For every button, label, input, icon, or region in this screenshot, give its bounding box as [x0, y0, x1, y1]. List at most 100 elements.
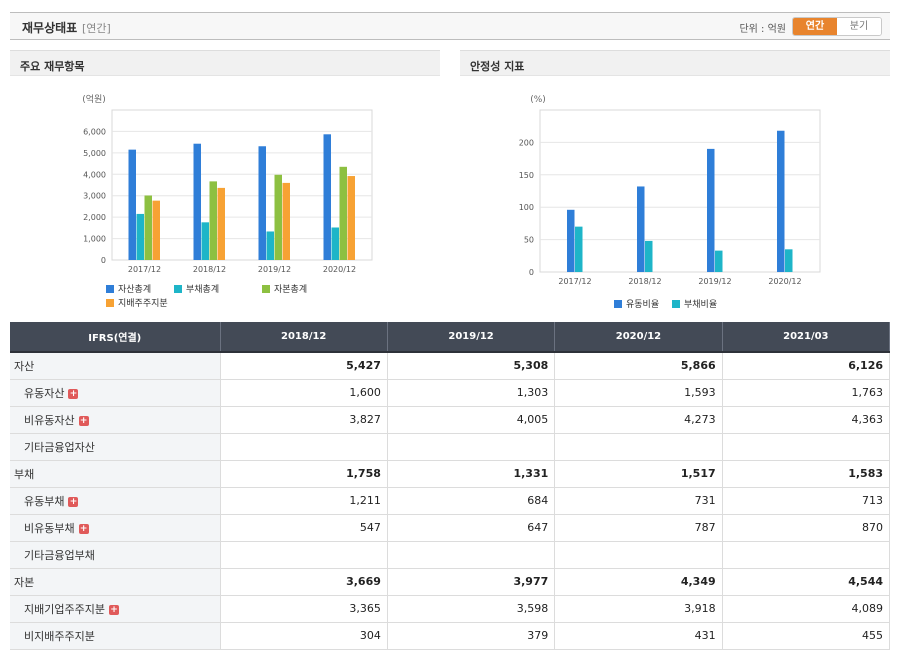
table-cell: 547	[220, 514, 388, 542]
legend-swatch	[614, 300, 622, 308]
key-items-chart: (억원) 0 1,000 2,000 3,000 4,000 5,000 6,000 2017/…	[82, 93, 373, 309]
table-cell: 5,427	[220, 352, 388, 380]
table-cell: 1,211	[220, 487, 388, 515]
expand-plus-icon[interactable]: +	[108, 604, 119, 615]
table-cell: 1,583	[722, 460, 891, 488]
table-cell: 4,089	[722, 595, 891, 623]
row-label: 유동자산 +	[10, 379, 221, 407]
row-label-text: 부채	[14, 467, 35, 481]
y-tick-label: 150	[519, 171, 534, 180]
table-cell: 870	[722, 514, 891, 542]
legend-swatch	[106, 285, 114, 293]
table-cell: 4,273	[554, 406, 723, 434]
key-items-title: 주요 재무항목	[20, 60, 85, 73]
unit-label: (%)	[530, 95, 546, 105]
bar	[152, 200, 160, 260]
bar	[707, 148, 715, 272]
legend-label: 자산총계	[118, 283, 151, 295]
y-tick-label: 5,000	[83, 149, 106, 158]
table-row: 기타금융업자산	[10, 433, 891, 461]
table-row: 자본 3,669 3,977 4,349 4,544	[10, 568, 891, 596]
table-cell: 304	[220, 622, 388, 650]
legend-swatch	[106, 299, 114, 307]
bar	[217, 187, 225, 260]
expand-plus-icon[interactable]: +	[78, 415, 89, 426]
y-tick-label: 2,000	[83, 213, 106, 222]
table-cell: 4,544	[722, 568, 891, 596]
annual-tab[interactable]: 연간	[793, 18, 837, 35]
section-subtitle: [연간]	[82, 22, 111, 35]
table-cell: 713	[722, 487, 891, 515]
table-cell: 1,593	[554, 379, 723, 407]
expand-plus-icon[interactable]: +	[68, 496, 79, 507]
table-cell: 1,600	[220, 379, 388, 407]
table-cell: 1,758	[220, 460, 388, 488]
row-label: 기타금융업부채	[10, 541, 221, 569]
plot-area	[539, 109, 821, 273]
y-tick-label: 6,000	[83, 127, 106, 136]
table-cell: 4,363	[722, 406, 891, 434]
table-header-row: IFRS(연결) 2018/12 2019/12 2020/12 2021/03	[10, 322, 891, 353]
bar	[575, 226, 583, 272]
table-cell: 3,365	[220, 595, 388, 623]
row-label-text: 비유동자산	[24, 413, 75, 427]
legend-label: 자본총계	[274, 283, 307, 295]
table-cell: 4,005	[387, 406, 556, 434]
stability-chart: (%) 0 50 100 150 200 2017/12 2018/12 2019/12 2020…	[519, 95, 821, 310]
x-tick-label: 2020/12	[768, 277, 801, 286]
bar	[785, 249, 793, 272]
row-label-text: 기타금융업부채	[24, 548, 95, 562]
section-title: 재무상태표	[22, 21, 78, 35]
table-row: 유동자산 +1,600 1,303 1,593 1,763	[10, 379, 891, 407]
quarter-tab[interactable]: 분기	[837, 18, 881, 35]
column-header: 2021/03	[722, 322, 891, 353]
table-row: 자산 5,427 5,308 5,866 6,126	[10, 352, 891, 380]
bar	[282, 182, 290, 260]
bar	[136, 213, 144, 260]
bar	[347, 176, 355, 260]
section-header: 재무상태표 [연간] 단위 : 억원 연간 분기	[10, 12, 890, 40]
table-cell: 3,827	[220, 406, 388, 434]
legend-swatch	[262, 285, 270, 293]
expand-plus-icon[interactable]: +	[68, 388, 79, 399]
unit-label: (억원)	[82, 93, 106, 105]
table-cell	[220, 541, 388, 569]
table-row: 지배기업주주지분 +3,365 3,598 3,918 4,089	[10, 595, 891, 623]
x-tick-label: 2019/12	[698, 277, 731, 286]
legend-swatch	[174, 285, 182, 293]
stability-panel-header: 안정성 지표	[460, 50, 890, 76]
row-label: 비유동자산 +	[10, 406, 221, 434]
table-cell: 3,669	[220, 568, 388, 596]
table-cell	[554, 541, 723, 569]
expand-plus-icon[interactable]: +	[78, 523, 89, 534]
table-cell: 1,763	[722, 379, 891, 407]
bar	[128, 149, 136, 260]
row-label: 비유동부채 +	[10, 514, 221, 542]
row-label-text: 유동자산	[24, 386, 65, 400]
table-cell	[220, 433, 388, 461]
table-row: 기타금융업부채	[10, 541, 891, 569]
legend-swatch	[672, 300, 680, 308]
x-tick-label: 2017/12	[558, 277, 591, 286]
row-label: 자본	[10, 568, 221, 596]
row-label: 지배기업주주지분 +	[10, 595, 221, 623]
y-tick-label: 1,000	[83, 235, 106, 244]
y-tick-label: 4,000	[83, 170, 106, 179]
table-cell: 3,598	[387, 595, 556, 623]
period-toggle: 연간 분기	[792, 17, 882, 36]
table-cell	[722, 541, 891, 569]
table-cell: 5,866	[554, 352, 723, 380]
bar	[777, 130, 785, 272]
key-items-panel-header: 주요 재무항목	[10, 50, 440, 76]
y-tick-label: 0	[529, 268, 534, 277]
bar	[637, 186, 645, 272]
row-label-text: 비유동부채	[24, 521, 75, 535]
row-label: 기타금융업자산	[10, 433, 221, 461]
table-cell: 787	[554, 514, 723, 542]
balance-sheet-table: IFRS(연결) 2018/12 2019/12 2020/12 2021/03…	[10, 322, 891, 650]
row-label-text: 자산	[14, 359, 35, 373]
table-cell: 1,517	[554, 460, 723, 488]
x-tick-label: 2019/12	[258, 265, 291, 274]
row-label-text: 기타금융업자산	[24, 440, 95, 454]
y-tick-label: 100	[519, 203, 534, 212]
